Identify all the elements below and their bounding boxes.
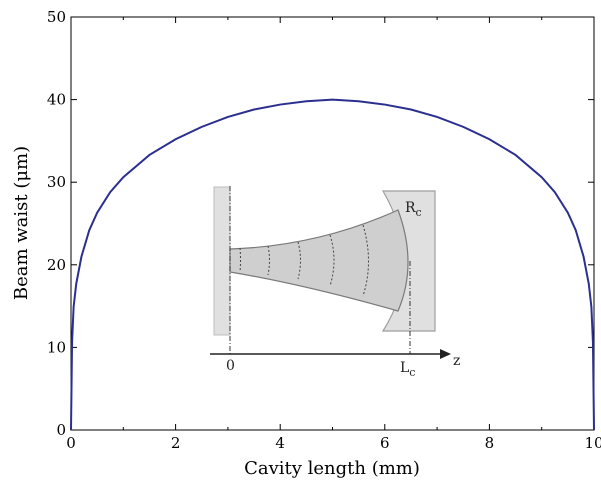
inset-label-cavity-end-sub: c — [409, 366, 415, 379]
x-tick-label: 10 — [584, 434, 601, 452]
y-tick-label: 10 — [47, 338, 66, 356]
cavity-inset: 0 Lc Rc z — [210, 186, 460, 379]
y-tick-label: 40 — [47, 91, 66, 109]
y-tick-label: 0 — [56, 421, 66, 439]
y-tick-label: 50 — [47, 8, 66, 26]
inset-label-cavity-end-main: L — [400, 360, 409, 376]
z-axis-arrowhead — [440, 349, 451, 359]
flat-mirror — [213, 186, 231, 336]
inset-label-mirror-radius: Rc — [405, 200, 422, 219]
x-axis-title: Cavity length (mm) — [244, 458, 420, 479]
gaussian-beam — [229, 209, 409, 312]
x-tick-label: 0 — [66, 434, 76, 452]
wavefront-1 — [239, 247, 241, 273]
y-tick-label: 30 — [47, 173, 66, 191]
inset-label-cavity-end: Lc — [400, 360, 415, 379]
x-tick-label: 4 — [275, 434, 285, 452]
y-tick-label: 20 — [47, 256, 66, 274]
x-tick-label: 2 — [171, 434, 181, 452]
wavefront-5 — [362, 224, 369, 297]
inset-label-origin: 0 — [226, 358, 235, 374]
plot-area-frame — [70, 16, 595, 431]
y-axis-ticks: 0 10 20 30 40 50 — [47, 8, 594, 439]
beam-waist-series-line — [70, 98, 595, 431]
y-axis-title: Beam waist (μm) — [11, 146, 32, 300]
x-tick-label: 6 — [380, 434, 390, 452]
inset-label-z-axis: z — [453, 353, 460, 369]
wavefronts — [239, 224, 369, 297]
inset-label-mirror-radius-sub: c — [416, 206, 422, 219]
inset-label-mirror-radius-main: R — [405, 200, 416, 216]
x-tick-label: 8 — [485, 434, 495, 452]
wavefront-4 — [329, 234, 335, 287]
